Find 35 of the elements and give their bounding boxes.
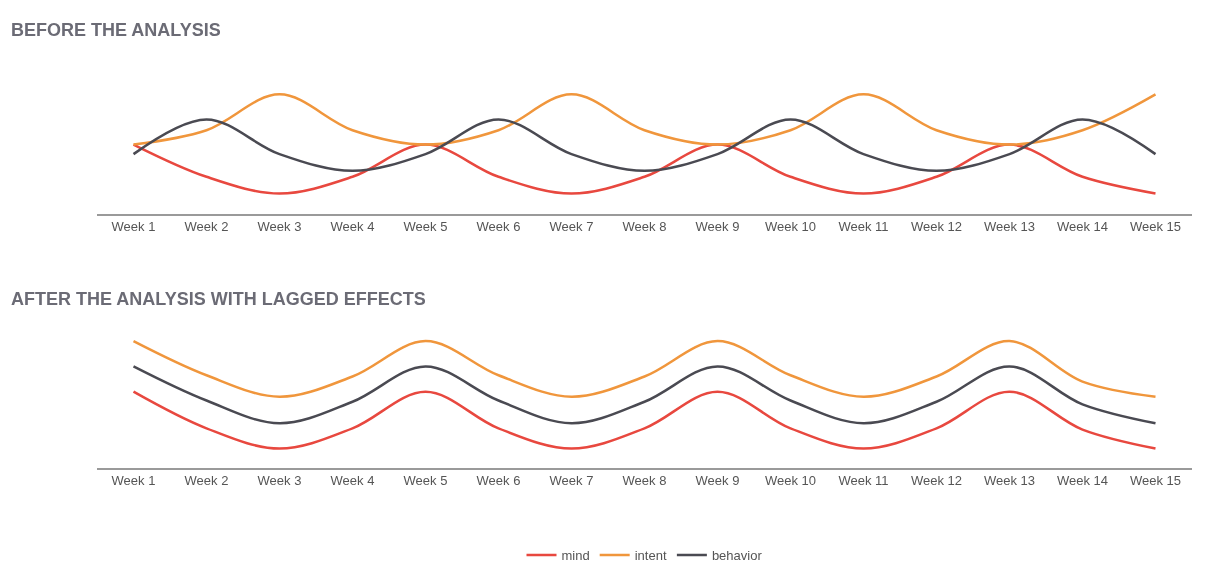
x-tick-label: Week 3	[257, 219, 302, 235]
x-tick-label: Week 15	[1129, 473, 1182, 489]
chart-title: AFTER THE ANALYSIS WITH LAGGED EFFECTS	[11, 289, 426, 309]
x-tick-label: Week 5	[403, 473, 448, 489]
legend-label: behavior	[711, 548, 763, 564]
chart-title: BEFORE THE ANALYSIS	[11, 20, 221, 40]
x-tick-label: Week 15	[1129, 219, 1182, 235]
x-tick-label: Week 13	[983, 219, 1036, 235]
x-tick-label: Week 8	[622, 473, 667, 489]
x-tick-label: Week 2	[184, 473, 229, 489]
x-tick-label: Week 1	[111, 219, 156, 235]
x-tick-label: Week 9	[695, 473, 740, 489]
legend-label: intent	[634, 548, 667, 564]
x-tick-label: Week 7	[549, 473, 594, 489]
x-tick-label: Week 4	[330, 219, 375, 235]
x-tick-label: Week 4	[330, 473, 375, 489]
x-tick-label: Week 1	[111, 473, 156, 489]
x-tick-label: Week 10	[764, 219, 817, 235]
x-tick-label: Week 12	[910, 473, 963, 489]
x-tick-label: Week 7	[549, 219, 594, 235]
x-tick-label: Week 3	[257, 473, 302, 489]
x-tick-label: Week 13	[983, 473, 1036, 489]
x-tick-label: Week 14	[1056, 219, 1109, 235]
x-tick-label: Week 2	[184, 219, 229, 235]
legend-label: mind	[561, 548, 590, 564]
x-tick-label: Week 5	[403, 219, 448, 235]
x-tick-label: Week 6	[476, 219, 521, 235]
x-tick-label: Week 10	[764, 473, 817, 489]
x-tick-label: Week 11	[838, 219, 889, 235]
x-tick-label: Week 14	[1056, 473, 1109, 489]
x-tick-label: Week 6	[476, 473, 521, 489]
x-tick-label: Week 11	[838, 473, 889, 489]
x-tick-label: Week 9	[695, 219, 740, 235]
x-tick-label: Week 8	[622, 219, 667, 235]
x-tick-label: Week 12	[910, 219, 963, 235]
